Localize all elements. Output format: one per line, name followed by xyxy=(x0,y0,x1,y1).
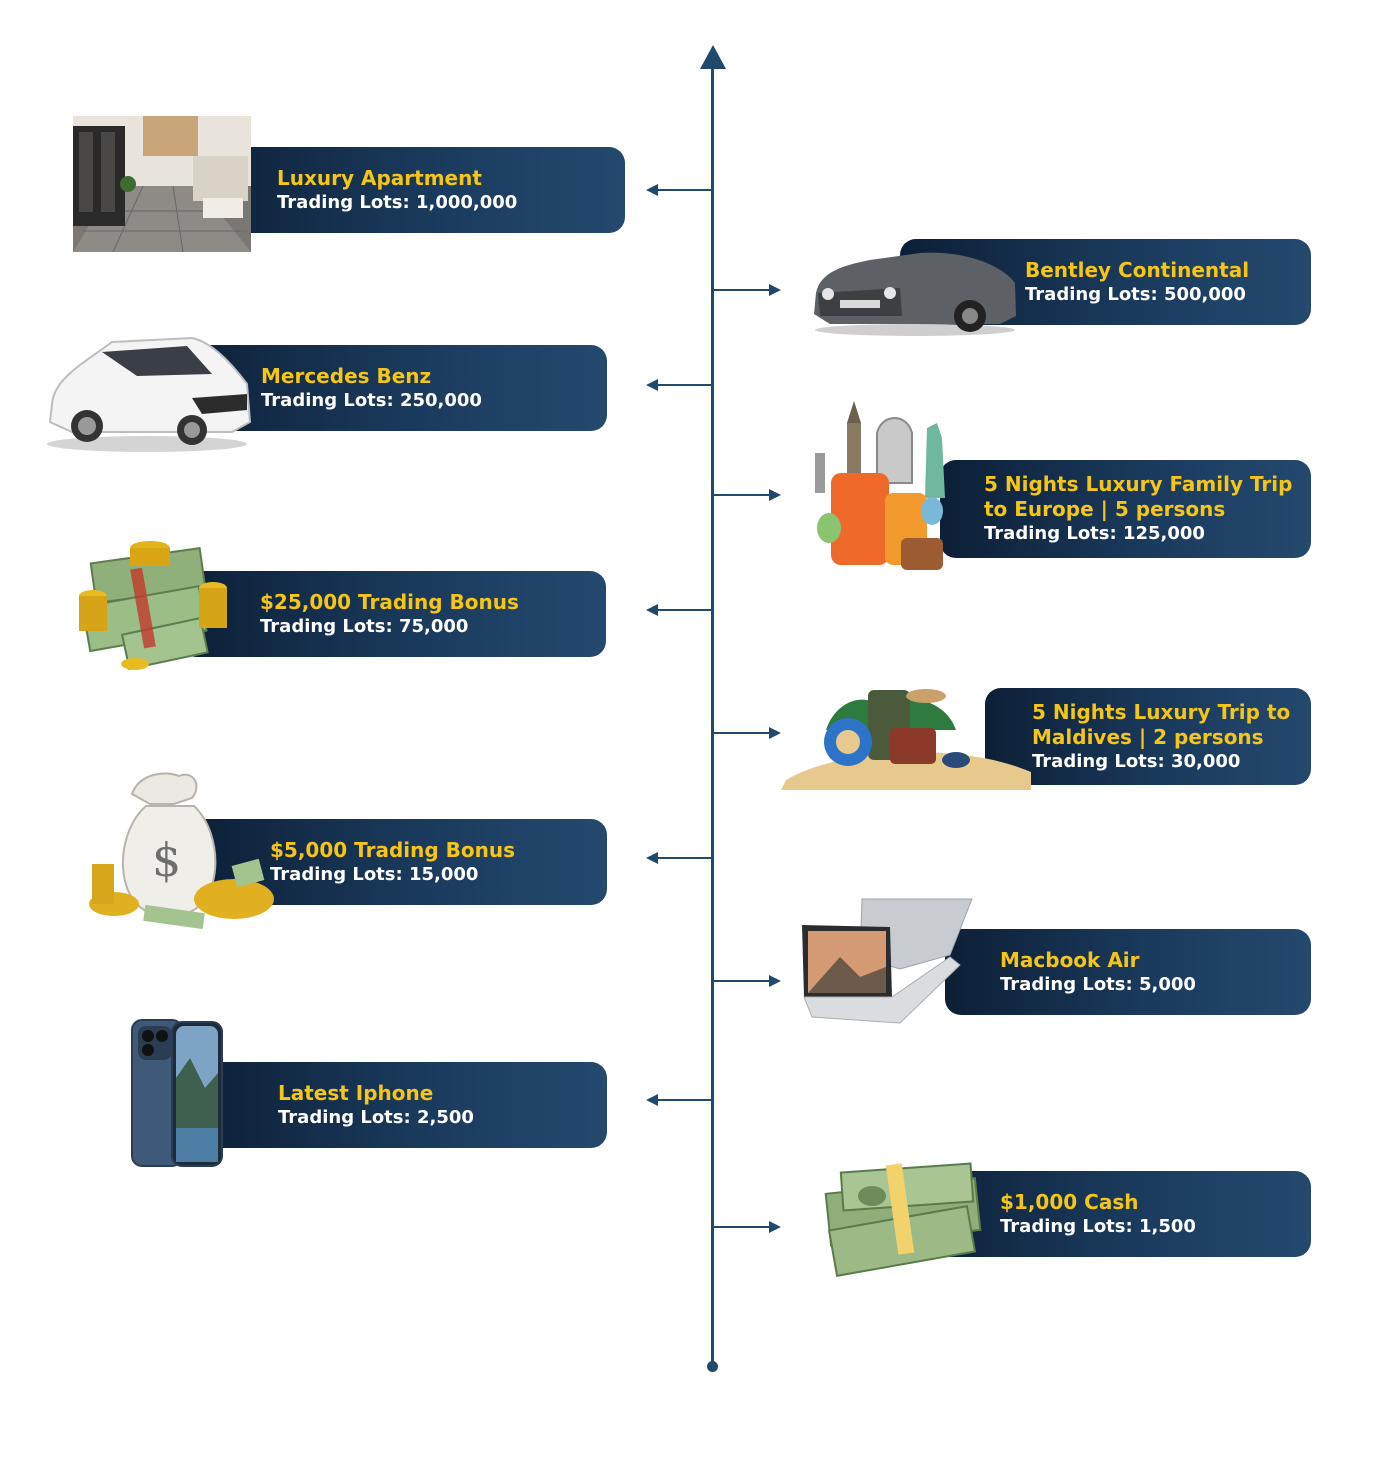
prize-title-line2: to Europe | 5 persons xyxy=(984,497,1226,521)
arrow-right-icon xyxy=(769,727,781,739)
prize-lots: Trading Lots: 30,000 xyxy=(1032,750,1241,772)
laptop-image xyxy=(802,898,973,1024)
prize-title: Luxury Apartment xyxy=(277,165,482,190)
prize-lots: Trading Lots: 125,000 xyxy=(984,523,1205,544)
iphone-image xyxy=(131,1019,223,1167)
prize-title: Bentley Continental xyxy=(1025,257,1250,282)
prize-card-europe-trip: 5 Nights Luxury Family Trip to Europe | … xyxy=(940,460,1311,558)
connector-left-1 xyxy=(656,189,712,191)
arrow-left-icon xyxy=(646,852,658,864)
cash-stack-image xyxy=(824,1162,982,1277)
arrow-left-icon xyxy=(646,604,658,616)
money-coins-image xyxy=(79,541,227,671)
arrow-right-icon xyxy=(769,284,781,296)
connector-right-1 xyxy=(713,289,771,291)
prize-title-line2: Maldives | 2 persons xyxy=(1032,724,1264,749)
prize-card-25000-bonus: $25,000 Trading Bonus Trading Lots: 75,0… xyxy=(180,571,606,657)
prize-title: $1,000 Cash xyxy=(1000,1189,1139,1214)
connector-right-5 xyxy=(713,1226,771,1228)
connector-left-2 xyxy=(656,384,712,386)
convertible-car-image xyxy=(814,252,1016,336)
arrow-right-icon xyxy=(769,1221,781,1233)
arrow-left-icon xyxy=(646,1094,658,1106)
arrow-right-icon xyxy=(769,975,781,987)
connector-left-3 xyxy=(656,609,712,611)
svg-text:$: $ xyxy=(152,833,181,887)
prize-card-latest-iphone: Latest Iphone Trading Lots: 2,500 xyxy=(190,1062,607,1148)
prize-lots: Trading Lots: 500,000 xyxy=(1025,283,1246,305)
prize-title: $25,000 Trading Bonus xyxy=(260,589,519,614)
connector-right-2 xyxy=(713,494,771,496)
prize-title: 5 Nights Luxury Family Trip xyxy=(984,472,1293,496)
prize-card-luxury-apartment: Luxury Apartment Trading Lots: 1,000,000 xyxy=(185,147,625,233)
prize-title: 5 Nights Luxury Trip to xyxy=(1032,699,1291,724)
money-bag-image: $ xyxy=(89,772,274,930)
prize-title: Latest Iphone xyxy=(278,1080,434,1105)
arrow-left-icon xyxy=(646,184,658,196)
europe-luggage-image xyxy=(815,401,945,570)
prize-lots: Trading Lots: 2,500 xyxy=(278,1106,474,1128)
prize-lots: Trading Lots: 1,500 xyxy=(1000,1215,1196,1237)
beach-luggage-image xyxy=(781,689,1031,790)
prize-lots: Trading Lots: 5,000 xyxy=(1000,973,1196,995)
timeline-end-dot xyxy=(707,1361,718,1372)
connector-left-4 xyxy=(656,857,712,859)
prize-title: $5,000 Trading Bonus xyxy=(270,837,515,862)
connector-right-3 xyxy=(713,732,771,734)
prize-title: Mercedes Benz xyxy=(261,363,432,388)
prize-lots: Trading Lots: 15,000 xyxy=(270,863,479,885)
connector-right-4 xyxy=(713,980,771,982)
prize-title: Macbook Air xyxy=(1000,947,1140,972)
prize-lots: Trading Lots: 1,000,000 xyxy=(277,191,518,213)
car-image xyxy=(47,336,252,452)
prize-card-macbook-air: Macbook Air Trading Lots: 5,000 xyxy=(945,929,1311,1015)
connector-left-5 xyxy=(656,1099,712,1101)
arrow-left-icon xyxy=(646,379,658,391)
prize-lots: Trading Lots: 75,000 xyxy=(260,615,469,637)
apartment-image xyxy=(73,116,251,252)
timeline-axis xyxy=(711,60,714,1366)
prize-lots: Trading Lots: 250,000 xyxy=(261,389,482,411)
arrow-up-icon xyxy=(700,45,726,69)
prize-card-maldives-trip: 5 Nights Luxury Trip to Maldives | 2 per… xyxy=(985,688,1311,785)
arrow-right-icon xyxy=(769,489,781,501)
